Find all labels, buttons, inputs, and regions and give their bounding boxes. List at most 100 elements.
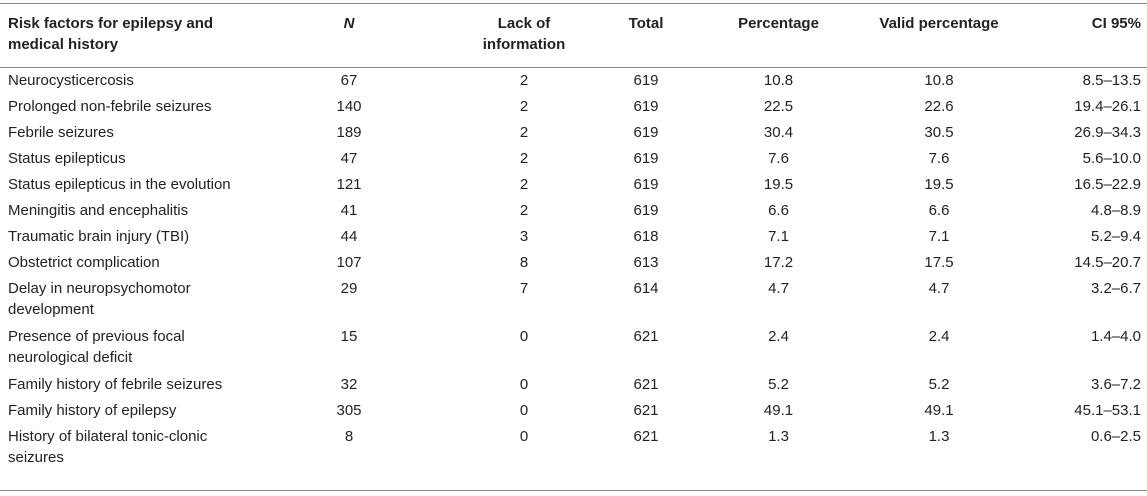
- header-n-label: N: [343, 15, 355, 32]
- cell-percentage: 6.6: [768, 202, 789, 219]
- cell-lack: 2: [519, 150, 529, 167]
- cell-total: 621: [633, 328, 659, 345]
- table-header-row: Risk factors for epilepsy and medical hi…: [0, 4, 1147, 58]
- cell-risk-factor: History of bilateral tonic-clonic seizur…: [8, 428, 208, 466]
- cell-n: 67: [340, 72, 358, 89]
- cell-n: 305: [336, 402, 362, 419]
- cell-percentage: 17.2: [763, 254, 794, 271]
- cell-n: 8: [344, 428, 354, 445]
- cell-n: 47: [340, 150, 358, 167]
- cell-total: 619: [633, 124, 659, 141]
- cell-total: 621: [633, 402, 659, 419]
- cell-n: 29: [340, 280, 358, 297]
- cell-valid-percentage: 17.5: [924, 254, 954, 271]
- cell-risk-factor: Status epilepticus in the evolution: [8, 176, 231, 193]
- table-header-rule: [0, 67, 1147, 68]
- table-row: Status epilepticus in the evolution 121 …: [0, 170, 1147, 196]
- cell-lack: 0: [519, 376, 529, 393]
- header-risk-factor: Risk factors for epilepsy and medical hi…: [8, 15, 214, 53]
- cell-percentage: 49.1: [763, 402, 794, 419]
- cell-valid-percentage: 19.5: [924, 176, 954, 193]
- cell-ci: 5.2–9.4: [1090, 228, 1141, 245]
- cell-lack: 2: [519, 98, 529, 115]
- cell-n: 41: [340, 202, 358, 219]
- cell-percentage: 19.5: [763, 176, 794, 193]
- cell-percentage: 22.5: [763, 98, 794, 115]
- cell-lack: 7: [519, 280, 529, 297]
- cell-total: 613: [633, 254, 659, 271]
- cell-valid-percentage: 49.1: [924, 402, 954, 419]
- cell-total: 621: [633, 428, 659, 445]
- header-valid-percentage: Valid percentage: [879, 15, 999, 32]
- cell-n: 140: [336, 98, 362, 115]
- header-percentage: Percentage: [738, 15, 819, 32]
- cell-percentage: 10.8: [763, 72, 794, 89]
- table-row: Presence of previous focal neurological …: [0, 322, 1147, 370]
- cell-ci: 45.1–53.1: [1074, 402, 1141, 419]
- cell-risk-factor: Presence of previous focal neurological …: [8, 328, 185, 366]
- cell-risk-factor: Neurocysticercosis: [8, 72, 134, 89]
- cell-total: 619: [633, 98, 659, 115]
- cell-percentage: 7.1: [768, 228, 789, 245]
- cell-n: 121: [336, 176, 362, 193]
- table-row: Prolonged non-febrile seizures 140 2 619…: [0, 92, 1147, 118]
- header-lack-of-information: Lack of information: [482, 15, 566, 53]
- cell-valid-percentage: 1.3: [928, 428, 950, 445]
- cell-risk-factor: Family history of epilepsy: [8, 402, 177, 419]
- cell-valid-percentage: 4.7: [928, 280, 950, 297]
- cell-valid-percentage: 7.1: [928, 228, 950, 245]
- cell-total: 619: [633, 150, 659, 167]
- cell-ci: 16.5–22.9: [1074, 176, 1141, 193]
- cell-risk-factor: Febrile seizures: [8, 124, 114, 141]
- cell-ci: 19.4–26.1: [1074, 98, 1141, 115]
- cell-ci: 14.5–20.7: [1074, 254, 1141, 271]
- cell-ci: 26.9–34.3: [1074, 124, 1141, 141]
- cell-risk-factor: Family history of febrile seizures: [8, 376, 223, 393]
- cell-percentage: 1.3: [768, 428, 789, 445]
- cell-lack: 0: [519, 428, 529, 445]
- cell-percentage: 4.7: [768, 280, 789, 297]
- table-row: History of bilateral tonic-clonic seizur…: [0, 422, 1147, 470]
- cell-valid-percentage: 10.8: [924, 72, 954, 89]
- cell-percentage: 30.4: [763, 124, 794, 141]
- cell-lack: 2: [519, 124, 529, 141]
- cell-lack: 8: [519, 254, 529, 271]
- table-row: Febrile seizures 189 2 619 30.4 30.5 26.…: [0, 118, 1147, 144]
- cell-n: 15: [340, 328, 358, 345]
- cell-n: 189: [336, 124, 362, 141]
- cell-lack: 2: [519, 202, 529, 219]
- cell-risk-factor: Meningitis and encephalitis: [8, 202, 189, 219]
- header-ci-95: CI 95%: [1091, 15, 1141, 32]
- risk-factors-table: Risk factors for epilepsy and medical hi…: [0, 4, 1147, 470]
- cell-total: 618: [633, 228, 659, 245]
- cell-lack: 0: [519, 328, 529, 345]
- table-top-rule: [0, 3, 1147, 4]
- cell-lack: 3: [519, 228, 529, 245]
- cell-risk-factor: Status epilepticus: [8, 150, 126, 167]
- cell-total: 614: [633, 280, 659, 297]
- table-row: Delay in neuropsychomotor development 29…: [0, 274, 1147, 322]
- cell-ci: 3.2–6.7: [1090, 280, 1141, 297]
- table-row: Family history of epilepsy 305 0 621 49.…: [0, 396, 1147, 422]
- cell-ci: 8.5–13.5: [1082, 72, 1141, 89]
- cell-risk-factor: Prolonged non-febrile seizures: [8, 98, 212, 115]
- cell-valid-percentage: 6.6: [928, 202, 950, 219]
- cell-risk-factor: Delay in neuropsychomotor development: [8, 280, 191, 318]
- cell-percentage: 7.6: [768, 150, 789, 167]
- cell-lack: 2: [519, 176, 529, 193]
- cell-lack: 0: [519, 402, 529, 419]
- header-n: N: [240, 4, 458, 58]
- table-row: Family history of febrile seizures 32 0 …: [0, 370, 1147, 396]
- cell-n: 107: [336, 254, 362, 271]
- table-row: Neurocysticercosis 67 2 619 10.8 10.8 8.…: [0, 58, 1147, 92]
- cell-valid-percentage: 2.4: [928, 328, 950, 345]
- cell-total: 621: [633, 376, 659, 393]
- cell-ci: 3.6–7.2: [1090, 376, 1141, 393]
- table-row: Status epilepticus 47 2 619 7.6 7.6 5.6–…: [0, 144, 1147, 170]
- cell-percentage: 5.2: [768, 376, 789, 393]
- cell-percentage: 2.4: [768, 328, 789, 345]
- table-row: Obstetrict complication 107 8 613 17.2 1…: [0, 248, 1147, 274]
- cell-ci: 4.8–8.9: [1090, 202, 1141, 219]
- cell-risk-factor: Traumatic brain injury (TBI): [8, 228, 190, 245]
